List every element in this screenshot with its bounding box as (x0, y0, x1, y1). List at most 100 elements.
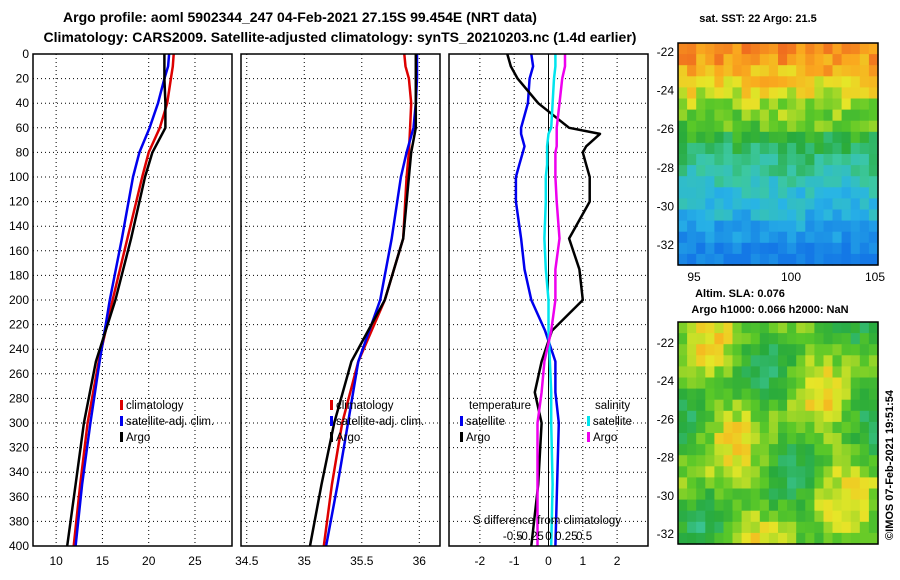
sla-map-cell (741, 366, 752, 379)
sla-map-cell (796, 399, 806, 412)
sla-map-cell (750, 433, 761, 445)
sla-map-cell (687, 510, 697, 523)
sst-map-cell (723, 209, 734, 222)
sst-map-cell (796, 209, 806, 222)
sst-x-tick-label: 105 (865, 270, 885, 284)
legend-label: Argo (336, 432, 360, 444)
sst-map-cell (868, 120, 879, 133)
sla-map-cell (678, 366, 688, 379)
sst-map-cell (823, 120, 834, 133)
sst-map-cell (696, 220, 706, 233)
sst-map-cell (678, 142, 688, 155)
depth-tick-label: 300 (9, 416, 29, 430)
sla-map-cell (823, 455, 834, 467)
sla-map-cell (732, 499, 743, 512)
sst-map-cell (814, 154, 825, 166)
sla-map-cell (714, 433, 725, 445)
sla-map-cell (750, 466, 761, 478)
legend-label: climatology (126, 400, 184, 412)
sla-map-cell (787, 377, 797, 390)
sst-map-cell (796, 109, 806, 122)
sst-map-cell (823, 98, 834, 111)
sla-map-cell (678, 399, 688, 412)
sst-map-cell (696, 198, 706, 211)
sla-map-cell (778, 477, 788, 490)
sst-map-cell (805, 87, 815, 100)
sla-map-cell (687, 366, 697, 379)
sst-map-cell (823, 253, 834, 266)
sst-map-cell (823, 176, 834, 188)
sla-map-cell (859, 455, 870, 467)
sst-map-cell (823, 131, 834, 144)
sst-map-cell (859, 231, 870, 244)
sst-map-cell (705, 131, 715, 144)
sst-map-cell (759, 165, 770, 177)
sla-map-cell (696, 344, 706, 356)
legend-swatch (330, 400, 333, 410)
sst-map-cell (832, 120, 843, 133)
sla-map-cell (796, 521, 806, 534)
legend-label: satellite (593, 416, 632, 428)
sla-map-cell (778, 377, 788, 390)
sst-map-cell (732, 76, 743, 88)
sla-map-cell (814, 377, 825, 390)
sla-map-cell (759, 532, 770, 545)
sst-map-cell (714, 131, 725, 144)
series-line-argo (308, 54, 418, 547)
title-line-1: Argo profile: aoml 5902344_247 04-Feb-20… (63, 9, 537, 25)
sla-map-cell (714, 466, 725, 478)
sst-map-cell (723, 76, 734, 88)
sst-map-cell (778, 154, 788, 166)
sla-y-tick-label: -28 (657, 451, 675, 465)
sst-map-cell (750, 54, 761, 66)
sla-map-cell (687, 388, 697, 401)
sla-map-cell (678, 433, 688, 445)
sst-map-cell (687, 131, 697, 144)
sla-map-cell (714, 333, 725, 345)
sla-map-cell (841, 532, 852, 545)
legend-swatch (330, 432, 333, 442)
sla-map-cell (714, 421, 725, 434)
sst-map-cell (796, 120, 806, 133)
sst-map-cell (741, 198, 752, 211)
sla-map-cell (832, 444, 843, 456)
sst-map-cell (823, 76, 834, 88)
sla-map-cell (868, 455, 879, 467)
sst-map-cell (796, 87, 806, 100)
sla-map-cell (723, 366, 734, 379)
sla-map-cell (705, 455, 715, 467)
sst-y-tick-label: -24 (657, 84, 675, 98)
sst-map-cell (850, 43, 861, 55)
sst-map-cell (832, 176, 843, 188)
sla-map-cell (787, 388, 797, 401)
sla-map-cell (705, 388, 715, 401)
sst-map-cell (814, 65, 825, 77)
sst-map-cell (832, 253, 843, 266)
sst-map-cell (687, 253, 697, 266)
sla-map-cell (723, 499, 734, 512)
sst-map-cell (750, 242, 761, 255)
sst-map-cell (859, 98, 870, 111)
sst-x-tick-label: 95 (687, 270, 701, 284)
sla-map-cell (778, 444, 788, 456)
sst-map-cell (714, 98, 725, 111)
sla-map-cell (832, 355, 843, 367)
sst-map-cell (823, 209, 834, 222)
sst-map-cell (759, 142, 770, 155)
sst-map-cell (841, 120, 852, 133)
sst-map-cell (678, 98, 688, 111)
sst-map-cell (841, 253, 852, 266)
sla-map-cell (805, 344, 815, 356)
sst-map-cell (723, 220, 734, 233)
sla-map-cell (741, 444, 752, 456)
sst-map-cell (787, 176, 797, 188)
sla-map-cell (859, 399, 870, 412)
sla-map-cell (841, 466, 852, 478)
sla-map-cell (705, 466, 715, 478)
sla-map-cell (796, 388, 806, 401)
sst-map-cell (768, 187, 779, 199)
sst-map-cell (705, 165, 715, 177)
sla-map-cell (832, 410, 843, 423)
sst-map-cell (778, 242, 788, 255)
sla-map-cell (696, 466, 706, 478)
